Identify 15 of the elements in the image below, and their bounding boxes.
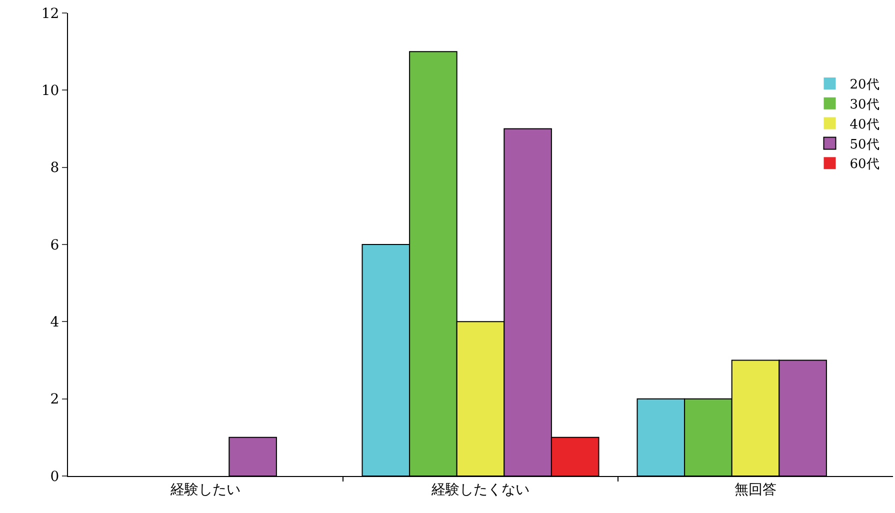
y-tick-label: 12 (41, 6, 60, 22)
x-tick-label: 経験したくない (430, 482, 530, 498)
legend-label: 20代 (850, 78, 880, 93)
legend-label: 50代 (850, 137, 880, 152)
legend-label: 40代 (850, 117, 880, 132)
y-tick-label: 8 (50, 160, 60, 176)
legend-label: 30代 (850, 97, 880, 112)
y-tick-label: 10 (41, 83, 60, 100)
x-tick-label: 無回答 (734, 482, 776, 498)
y-tick-label: 0 (50, 468, 60, 485)
x-tick-label: 経験したい (170, 482, 240, 498)
legend-label: 60代 (850, 157, 880, 172)
y-tick-label: 6 (50, 237, 60, 254)
y-tick-label: 2 (50, 392, 60, 408)
y-tick-label: 4 (50, 314, 60, 331)
